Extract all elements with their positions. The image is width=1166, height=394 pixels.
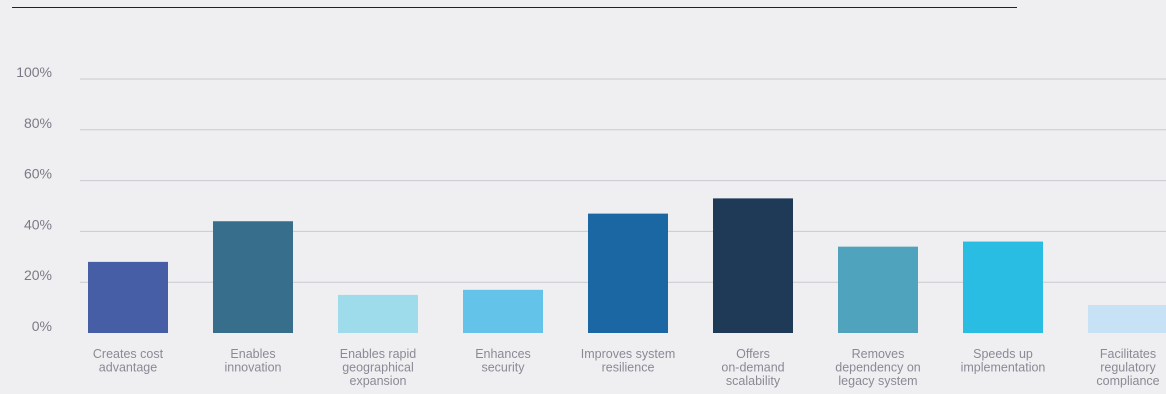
x-category-label: dependency on xyxy=(835,361,921,375)
x-category-label: advantage xyxy=(99,361,157,375)
x-category-label: Speeds up xyxy=(973,347,1033,361)
y-tick-label: 80% xyxy=(24,115,52,131)
y-axis-ticks: 0% 20% 40% 60% 80% 100% xyxy=(16,64,52,334)
x-category-label: expansion xyxy=(350,374,407,388)
bars xyxy=(88,198,1166,333)
x-category-label: Enables xyxy=(230,347,275,361)
x-category-label: security xyxy=(481,361,525,375)
x-category-label: Offers xyxy=(736,347,770,361)
x-category-label: on-demand xyxy=(721,361,784,375)
x-category-label: innovation xyxy=(225,361,282,375)
x-category-label: Facilitates xyxy=(1100,347,1156,361)
x-category-label: legacy system xyxy=(838,374,917,388)
x-category-label: Removes xyxy=(852,347,905,361)
x-category-label: scalability xyxy=(726,374,781,388)
top-rule xyxy=(12,7,1017,8)
bar xyxy=(838,246,918,333)
y-tick-label: 60% xyxy=(24,166,52,182)
x-category-label: resilience xyxy=(602,361,655,375)
bar xyxy=(588,213,668,333)
bar xyxy=(463,289,543,333)
bar xyxy=(713,198,793,333)
y-tick-label: 20% xyxy=(24,267,52,283)
bar xyxy=(338,294,418,333)
bar xyxy=(1088,305,1166,333)
y-tick-label: 0% xyxy=(32,318,52,334)
x-category-label: Enables rapid xyxy=(340,347,416,361)
bar xyxy=(88,261,168,333)
x-category-label: implementation xyxy=(961,361,1046,375)
x-category-label: Enhances xyxy=(475,347,531,361)
x-category-label: geographical xyxy=(342,361,414,375)
x-category-label: compliance xyxy=(1096,374,1159,388)
x-category-label: regulatory xyxy=(1100,361,1156,375)
x-category-label: Creates cost xyxy=(93,347,164,361)
y-tick-label: 40% xyxy=(24,216,52,232)
bar xyxy=(963,241,1043,333)
x-category-label: Improves system xyxy=(581,347,675,361)
bar xyxy=(213,221,293,333)
y-tick-label: 100% xyxy=(16,64,52,80)
